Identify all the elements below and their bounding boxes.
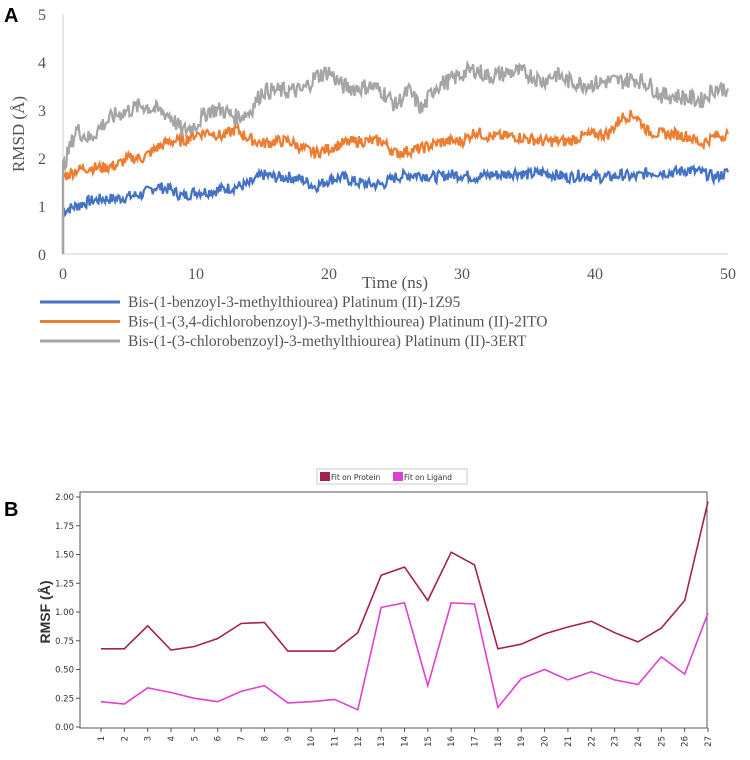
x-tick-label: 16 <box>447 736 457 747</box>
panel-label-b: B <box>4 499 18 521</box>
y-tick-label: 4 <box>38 55 46 72</box>
y-tick-label: 0.25 <box>55 694 74 704</box>
y-axis-label: RMSD (Å) <box>9 96 28 172</box>
y-tick-label: 0.75 <box>55 637 74 647</box>
x-tick-label: 50 <box>720 266 736 283</box>
x-tick-label: 20 <box>541 736 551 747</box>
legend-label: Bis-(1-(3-chlorobenzoyl)-3-methylthioure… <box>128 333 527 350</box>
x-tick-label: 10 <box>188 266 204 283</box>
x-tick-label: 6 <box>214 736 224 741</box>
x-tick-label: 20 <box>321 266 337 283</box>
y-tick-label: 0 <box>38 247 46 264</box>
x-tick-label: 24 <box>634 736 644 747</box>
y-tick-label: 5 <box>38 7 46 24</box>
legend-label: Bis-(1-benzoyl-3-methylthiourea) Platinu… <box>128 294 461 311</box>
x-tick-label: 12 <box>354 736 364 747</box>
series-line-1 <box>61 163 730 254</box>
legend-a: Bis-(1-benzoyl-3-methylthiourea) Platinu… <box>40 294 547 350</box>
legend-frame <box>316 468 468 485</box>
series-line-ligand <box>100 601 709 711</box>
y-tick-label: 1 <box>38 199 46 216</box>
y-tick-label: 1.25 <box>55 579 74 589</box>
legend-swatch <box>393 472 403 481</box>
x-tick-label: 26 <box>681 736 691 747</box>
x-tick-label: 9 <box>284 736 294 741</box>
series-line-protein <box>101 501 709 652</box>
y-tick-label: 0.50 <box>55 666 74 676</box>
x-tick-label: 1 <box>97 736 107 741</box>
legend-label: Fit on Ligand <box>404 473 452 482</box>
x-tick-label: 27 <box>704 736 714 747</box>
x-tick-label: 40 <box>587 266 603 283</box>
plot-frame <box>79 491 708 729</box>
x-tick-label: 4 <box>167 736 177 741</box>
y-axis-label: RMSF (Å) <box>37 581 53 644</box>
x-tick-label: 21 <box>564 736 574 747</box>
legend-label: Bis-(1-(3,4-dichlorobenzoyl)-3-methylthi… <box>128 314 547 331</box>
legend-swatch <box>320 472 330 481</box>
y-tick-label: 3 <box>38 103 46 120</box>
x-tick-label: 15 <box>424 736 434 747</box>
x-tick-label: 11 <box>330 736 340 747</box>
x-tick-label: 0 <box>59 266 67 283</box>
x-tick-label: 25 <box>657 736 667 747</box>
series-line-2 <box>61 109 730 254</box>
x-tick-label: 2 <box>120 736 130 741</box>
y-tick-label: 1.50 <box>55 551 74 561</box>
y-tick-label: 2 <box>38 151 46 168</box>
x-tick-label: 22 <box>587 736 597 747</box>
x-tick-label: 8 <box>260 736 270 741</box>
y-tick-label: 1.75 <box>55 522 74 532</box>
legend-b: Fit on Protein Fit on Ligand <box>316 468 468 485</box>
x-tick-label: 17 <box>471 736 481 747</box>
panel-label-a: A <box>4 5 18 27</box>
x-axis-label: Time (ns) <box>362 273 428 292</box>
x-tick-label: 5 <box>190 736 200 741</box>
x-tick-label: 14 <box>401 736 411 747</box>
x-tick-label: 10 <box>307 736 317 747</box>
x-tick-label: 18 <box>494 736 504 747</box>
y-tick-label: 1.00 <box>55 608 74 618</box>
y-tick-label: 0.00 <box>55 723 74 733</box>
series-line-3 <box>61 59 730 254</box>
x-tick-label: 13 <box>377 736 387 747</box>
rmsf-chart: RMSF (Å) 0.00 0.25 0.50 0.75 1.00 1.25 1.50 1.7… <box>37 468 714 747</box>
x-tick-label: 3 <box>144 736 154 741</box>
x-tick-label: 7 <box>237 736 247 741</box>
y-tick-label: 2.00 <box>55 493 74 503</box>
legend-label: Fit on Protein <box>331 473 380 482</box>
x-tick-label: 23 <box>611 736 621 747</box>
x-tick-label: 30 <box>454 266 470 283</box>
x-tick-label: 19 <box>517 736 527 747</box>
